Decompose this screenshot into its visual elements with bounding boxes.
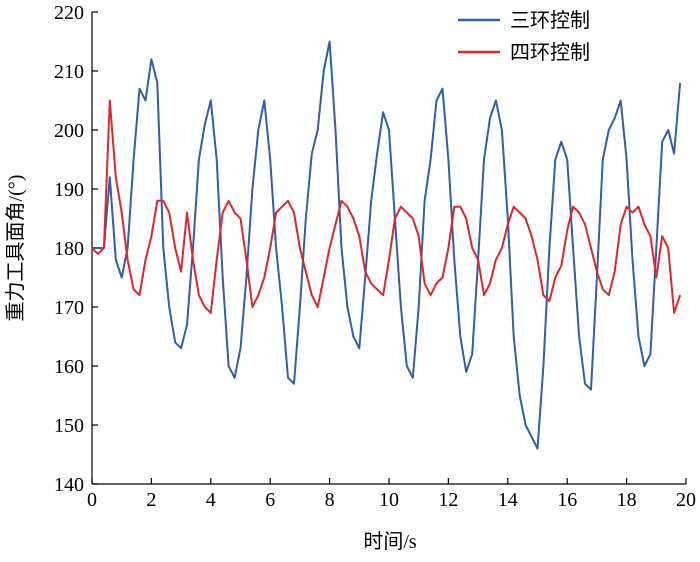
y-tick-label: 210 xyxy=(54,61,84,83)
x-tick-label: 12 xyxy=(438,489,458,511)
y-axis-label: 重力工具面角/(°) xyxy=(4,175,27,322)
x-tick-label: 18 xyxy=(617,489,637,511)
x-tick-label: 6 xyxy=(265,489,275,511)
series-line xyxy=(91,99,682,314)
x-tick-label: 0 xyxy=(87,489,97,511)
y-tick-label: 190 xyxy=(54,179,84,201)
legend-label: 三环控制 xyxy=(510,9,590,32)
y-tick-label: 170 xyxy=(54,297,84,319)
y-tick-label: 140 xyxy=(54,474,84,496)
y-tick-label: 160 xyxy=(54,356,84,378)
y-tick-label: 150 xyxy=(54,415,84,437)
x-tick-label: 14 xyxy=(498,489,518,511)
x-axis-label: 时间/s xyxy=(363,530,417,553)
x-tick-label: 8 xyxy=(325,489,335,511)
x-tick-label: 16 xyxy=(557,489,577,511)
x-tick-label: 20 xyxy=(676,489,696,511)
y-tick-label: 200 xyxy=(54,120,84,142)
y-tick-label: 220 xyxy=(54,2,84,24)
series-line xyxy=(92,40,682,450)
y-tick-label: 180 xyxy=(54,238,84,260)
x-tick-label: 2 xyxy=(146,489,156,511)
legend-label: 四环控制 xyxy=(510,41,590,64)
x-tick-label: 4 xyxy=(206,489,216,511)
x-tick-label: 10 xyxy=(379,489,399,511)
